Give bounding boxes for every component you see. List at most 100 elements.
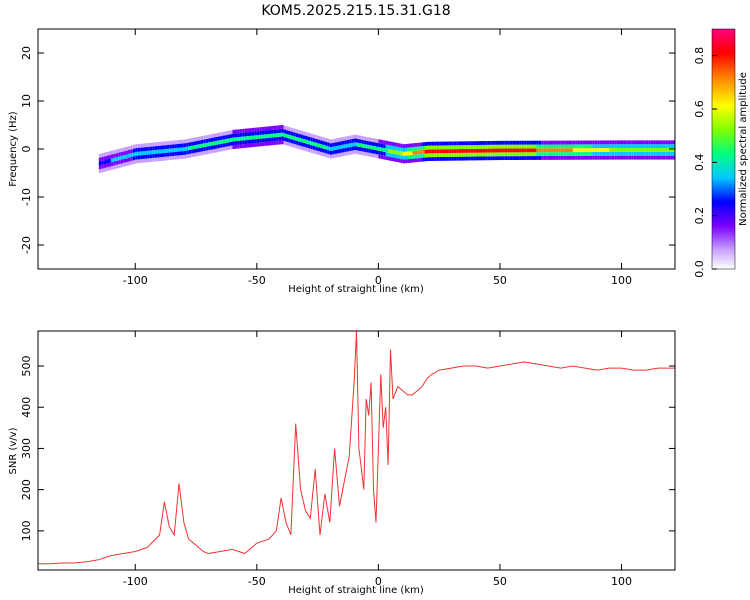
heatmap-cell xyxy=(295,144,299,149)
heatmap-cell xyxy=(660,148,663,152)
heatmap-cell xyxy=(220,139,223,144)
heatmap-cell xyxy=(599,140,603,145)
heatmap-cell xyxy=(597,155,600,160)
heatmap-cell xyxy=(529,148,532,153)
heatmap-cell xyxy=(657,140,661,145)
heatmap-cell xyxy=(266,137,269,142)
heatmap-cell xyxy=(453,156,457,161)
heatmap-cell xyxy=(140,147,143,152)
heatmap-cell xyxy=(628,148,632,152)
heatmap-cell xyxy=(157,157,160,162)
snr-ytick-label: 200 xyxy=(20,479,33,500)
heatmap-cell xyxy=(106,151,109,156)
heatmap-cell xyxy=(290,143,294,148)
heatmap-cell xyxy=(461,152,464,157)
heatmap-cell xyxy=(392,142,396,147)
heatmap-cell xyxy=(456,141,459,146)
heatmap-cell xyxy=(161,141,165,146)
heatmap-cell xyxy=(628,144,632,149)
heatmap-cell xyxy=(242,128,245,133)
heatmap-cell xyxy=(626,140,629,145)
heatmap-cell xyxy=(322,144,325,149)
heatmap-cell xyxy=(524,148,527,153)
heatmap-cell xyxy=(657,151,661,156)
heatmap-cell xyxy=(609,144,612,149)
heatmap-cell xyxy=(638,151,641,156)
heatmap-cell xyxy=(383,151,386,156)
heatmap-cell xyxy=(327,154,330,158)
heatmap-cell xyxy=(256,131,260,136)
heatmap-cell xyxy=(667,148,671,152)
heatmap-cell xyxy=(458,156,462,161)
heatmap-cell xyxy=(213,149,216,153)
heatmap-cell xyxy=(210,141,214,146)
heatmap-cell xyxy=(655,144,658,149)
heatmap-cell xyxy=(132,144,136,149)
heatmap-cell xyxy=(281,132,284,137)
heatmap-cell xyxy=(548,152,552,157)
heatmap-cell xyxy=(254,139,257,143)
heatmap-cell xyxy=(220,143,223,148)
heatmap-cell xyxy=(220,132,223,137)
heatmap-cell xyxy=(244,143,248,148)
heatmap-cell xyxy=(312,149,316,154)
heatmap-cell xyxy=(108,162,111,167)
heatmap-cell xyxy=(414,158,418,163)
heatmap-cell xyxy=(196,140,199,145)
heatmap-cell xyxy=(341,140,345,145)
heatmap-cell xyxy=(103,160,107,165)
heatmap-cell xyxy=(315,142,318,147)
heatmap-cell xyxy=(334,146,338,150)
heatmap-cell xyxy=(478,141,481,145)
heatmap-cell xyxy=(516,148,520,153)
heatmap-cell xyxy=(283,125,286,130)
heatmap-cell xyxy=(395,154,398,159)
heatmap-cell xyxy=(217,132,221,137)
heatmap-cell xyxy=(227,138,231,143)
heatmap-cell xyxy=(247,128,250,133)
heatmap-cell xyxy=(320,140,323,145)
heatmap-cell xyxy=(582,140,586,145)
heatmap-cell xyxy=(427,153,430,158)
heatmap-cell xyxy=(361,143,364,148)
heatmap-cell xyxy=(633,144,637,149)
heatmap-cell xyxy=(186,146,189,151)
heatmap-cell xyxy=(135,148,138,152)
heatmap-cell xyxy=(645,151,649,156)
heatmap-cell xyxy=(166,148,170,153)
heatmap-cell xyxy=(412,147,415,151)
heatmap-cell xyxy=(614,155,617,160)
heatmap-cell xyxy=(665,155,668,160)
heatmap-cell xyxy=(181,147,184,152)
heatmap-cell xyxy=(448,149,452,154)
heatmap-cell xyxy=(582,152,586,156)
heatmap-cell xyxy=(239,129,243,133)
heatmap-cell xyxy=(497,148,500,153)
heatmap-cell xyxy=(213,141,216,146)
heatmap-cell xyxy=(405,147,408,152)
heatmap-cell xyxy=(407,143,410,148)
heatmap-cell xyxy=(582,144,586,149)
heatmap-cell xyxy=(303,135,306,140)
heatmap-cell xyxy=(407,147,410,152)
heatmap-cell xyxy=(339,145,342,149)
heatmap-cell xyxy=(650,155,654,160)
heatmap-cell xyxy=(594,144,598,149)
heatmap-cell xyxy=(320,148,323,152)
heatmap-cell xyxy=(176,143,180,148)
heatmap-cell xyxy=(665,148,668,152)
heatmap-cell xyxy=(268,133,272,138)
heatmap-cell xyxy=(171,140,175,145)
heatmap-cell xyxy=(507,144,510,149)
heatmap-cell xyxy=(422,146,425,150)
heatmap-cell xyxy=(592,140,595,145)
heatmap-cell xyxy=(303,146,306,151)
heatmap-cell xyxy=(468,156,471,161)
heatmap-cell xyxy=(135,151,138,156)
heatmap-cell xyxy=(332,142,335,147)
heatmap-cell xyxy=(154,157,158,162)
heatmap-cell xyxy=(130,145,133,150)
heatmap-cell xyxy=(414,146,418,151)
heatmap-cell xyxy=(115,157,119,161)
heatmap-cell xyxy=(436,145,440,150)
